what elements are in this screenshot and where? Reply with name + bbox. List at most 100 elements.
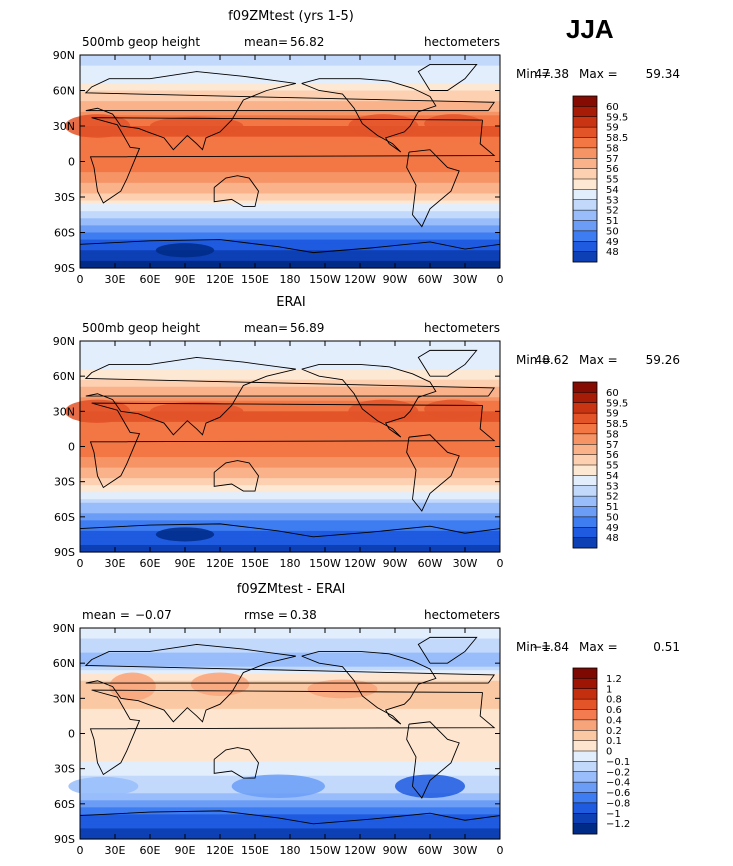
colorbar-box (573, 813, 597, 824)
y-tick-label: 30S (54, 191, 75, 204)
contour-band (80, 761, 500, 766)
colorbar-tick-label: 58 (606, 429, 619, 440)
season-label: JJA (566, 14, 614, 44)
contour-band (80, 197, 500, 202)
coastline-africa (89, 402, 496, 489)
colorbar-box (573, 465, 597, 476)
colorbar-box (573, 496, 597, 507)
coastline-europe-asia (84, 356, 496, 436)
colorbar-box (573, 158, 597, 169)
colorbar-box (573, 423, 597, 435)
x-tick-label: 120W (344, 844, 376, 857)
colorbar-tick-label: 60 (606, 388, 619, 399)
contour-band (80, 824, 500, 830)
y-tick-label: 30S (54, 763, 75, 776)
contour-band (80, 821, 500, 826)
contour-band (80, 147, 500, 152)
contour-band (80, 365, 500, 370)
contour-band (80, 243, 500, 248)
contour-core (231, 774, 325, 798)
colorbar-tick-label: −0.6 (606, 788, 630, 799)
contour-band (80, 129, 500, 134)
contour-core (155, 527, 215, 542)
y-tick-label: 0 (68, 156, 75, 169)
contour-band (80, 182, 500, 187)
contour-band (80, 65, 500, 70)
x-tick-label: 180 (280, 844, 301, 857)
contour-band (80, 744, 500, 749)
contour-band (80, 527, 500, 532)
colorbar-tick-label: 48 (606, 247, 619, 258)
colorbar-box (573, 527, 597, 538)
y-tick-label: 0 (68, 728, 75, 741)
stat-label: mean= (244, 321, 288, 335)
contour-band (80, 390, 500, 395)
colorbar-tick-label: 60 (606, 102, 619, 113)
coastlines (79, 64, 501, 254)
coastline-antarctica-coast (79, 523, 501, 538)
contour-core (64, 114, 131, 138)
colorbar-box (573, 137, 597, 149)
colorbar-tick-label: 48 (606, 533, 619, 544)
contour-band (80, 460, 500, 465)
max-label: Max = (579, 640, 618, 654)
stat-value: 56.89 (290, 321, 324, 335)
max-value: 0.51 (653, 640, 680, 654)
y-tick-label: 0 (68, 441, 75, 454)
contour-band (80, 168, 500, 173)
contour-band (80, 404, 500, 409)
contour-band (80, 257, 500, 262)
colorbar-box (573, 792, 597, 804)
contour-band (80, 421, 500, 426)
colorbar-tick-label: 54 (606, 185, 619, 196)
y-tick-label: 60S (54, 227, 75, 240)
x-tick-label: 60W (418, 844, 443, 857)
contour-band (80, 76, 500, 81)
x-tick-label: 0 (497, 273, 504, 286)
contour-band (80, 457, 500, 462)
colorbar-box (573, 127, 597, 138)
colorbar-tick-label: 56 (606, 164, 619, 175)
colorbar-box (573, 189, 597, 201)
colorbar-box (573, 678, 597, 690)
max-value: 59.34 (646, 67, 680, 81)
contour-band (80, 126, 500, 131)
x-tick-label: 60W (418, 557, 443, 570)
contour-band (80, 136, 500, 141)
colorbar-box (573, 241, 597, 252)
contour-band (80, 516, 500, 521)
contour-band (80, 72, 500, 77)
colorbar-box (573, 230, 597, 242)
contour-band (80, 772, 500, 777)
contour-band (80, 253, 500, 258)
colorbar-box (573, 699, 597, 710)
colorbar-box (573, 392, 597, 404)
contour-band (80, 101, 500, 106)
x-tick-label: 0 (77, 557, 84, 570)
colorbar-tick-label: −0.1 (606, 757, 630, 768)
x-tick-label: 120E (206, 557, 234, 570)
colorbar-box (573, 106, 597, 118)
contour-band (80, 768, 500, 773)
contour-band (80, 467, 500, 472)
colorbar-tick-label: 59 (606, 409, 619, 420)
colorbar-box (573, 751, 597, 762)
contour-band (80, 814, 500, 819)
contour-band (80, 221, 500, 226)
min-value: −1.84 (532, 640, 569, 654)
x-tick-label: 30W (453, 557, 478, 570)
contour-band (80, 499, 500, 504)
contour-band (80, 488, 500, 493)
y-tick-label: 60N (53, 85, 75, 98)
contour-band (80, 807, 500, 812)
colorbar-box (573, 668, 597, 679)
contour-fill (68, 628, 500, 840)
coastline-africa (89, 117, 496, 204)
x-tick-label: 150E (241, 273, 269, 286)
contour-core (395, 774, 465, 798)
contour-band (80, 800, 500, 805)
contour-band (80, 478, 500, 483)
panel-title: ERAI (276, 295, 305, 310)
field-label: 500mb geop height (82, 321, 200, 335)
